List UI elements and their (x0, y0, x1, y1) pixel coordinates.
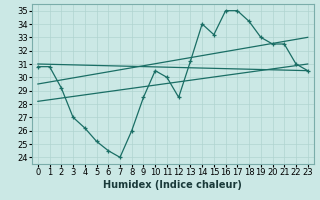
X-axis label: Humidex (Indice chaleur): Humidex (Indice chaleur) (103, 180, 242, 190)
